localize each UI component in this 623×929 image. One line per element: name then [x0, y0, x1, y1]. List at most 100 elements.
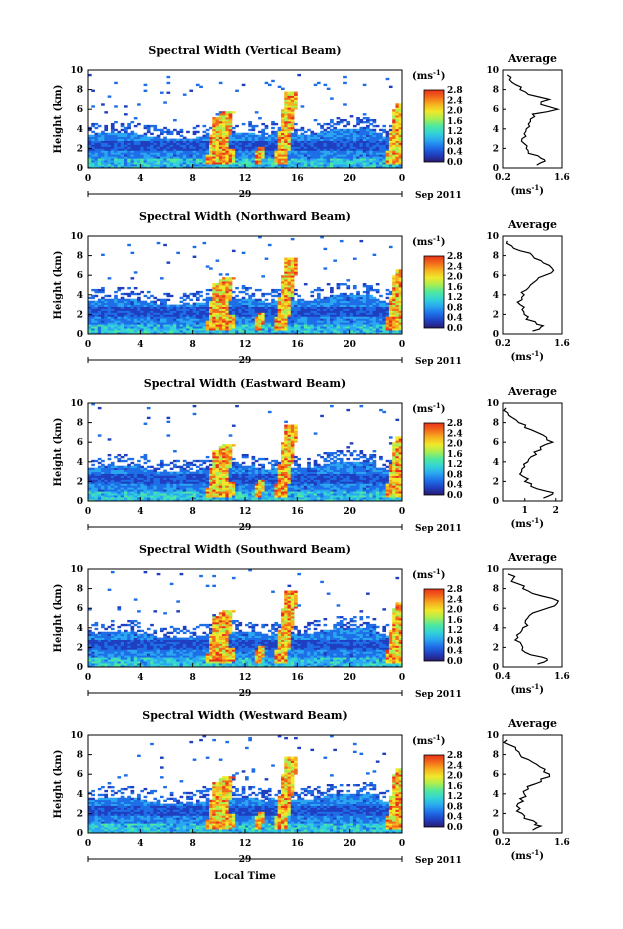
heatmap-cell — [320, 160, 324, 163]
heatmap-cell — [163, 463, 167, 467]
heatmap-cell — [146, 150, 151, 153]
heatmap-cell — [343, 283, 347, 286]
heatmap-cell — [313, 156, 318, 159]
heatmap-cell — [271, 150, 275, 153]
heatmap-cell — [205, 314, 210, 317]
heatmap-cell — [120, 138, 125, 141]
heatmap-cell — [277, 156, 282, 159]
heatmap-cell — [117, 286, 122, 290]
heatmap-cell — [153, 328, 158, 331]
heatmap-cell — [140, 306, 144, 309]
heatmap-cell — [245, 134, 249, 138]
heatmap-cell — [202, 160, 207, 163]
heatmap-cell — [189, 330, 194, 333]
heatmap-cell — [146, 148, 151, 151]
heatmap-cell — [199, 322, 203, 325]
heatmap-cell — [97, 164, 102, 167]
heatmap-cell — [245, 162, 249, 165]
heatmap-cell — [222, 113, 226, 116]
heatmap-cell — [369, 154, 373, 157]
heatmap-cell — [228, 119, 233, 122]
heatmap-cell — [284, 140, 288, 143]
heatmap-cell — [294, 95, 298, 98]
heatmap-cell — [212, 150, 216, 153]
heatmap-cell — [267, 146, 272, 149]
heatmap-cell — [202, 332, 207, 335]
heatmap-cell — [91, 134, 95, 138]
heatmap-cell — [290, 109, 295, 112]
heatmap-cell — [182, 304, 187, 307]
heatmap-cell — [140, 152, 144, 155]
heatmap-cell — [271, 156, 275, 159]
heatmap-cell — [346, 132, 351, 136]
heatmap-cell — [241, 132, 246, 136]
heatmap-cell — [173, 142, 177, 145]
heatmap-cell — [173, 316, 177, 319]
heatmap-cell — [349, 154, 354, 157]
heatmap-cell — [254, 156, 259, 159]
heatmap-cell — [258, 117, 262, 120]
heatmap-cell — [274, 140, 279, 143]
heatmap-cell — [202, 459, 207, 463]
heatmap-cell — [392, 150, 396, 153]
heatmap-cell — [150, 304, 154, 307]
heatmap-cell — [146, 308, 151, 311]
heatmap-cell — [333, 136, 337, 139]
heatmap-cell — [140, 148, 144, 151]
heatmap-cell — [264, 152, 269, 155]
x-tick-label: 8 — [190, 340, 196, 350]
heatmap-cell — [356, 164, 360, 167]
heatmap-cell — [117, 465, 122, 469]
heatmap-cell — [205, 148, 210, 151]
heatmap-cell — [107, 164, 112, 167]
heatmap-cell — [137, 138, 141, 141]
heatmap-cell — [159, 298, 164, 302]
heatmap-cell — [264, 132, 269, 136]
heatmap-cell — [362, 138, 367, 141]
heatmap-cell — [395, 158, 400, 161]
heatmap-cell — [212, 328, 216, 331]
heatmap-cell — [362, 164, 367, 167]
heatmap-cell — [333, 160, 337, 163]
heatmap-cell — [294, 97, 298, 100]
heatmap-cell — [231, 166, 236, 169]
heatmap-cell — [294, 103, 298, 106]
heatmap-cell — [251, 134, 256, 138]
heatmap-cell — [310, 160, 315, 163]
heatmap-cell — [349, 160, 354, 163]
heatmap-cell — [235, 154, 239, 157]
heatmap-cell — [261, 122, 266, 126]
heatmap-cell — [91, 330, 95, 333]
heatmap-cell — [114, 148, 118, 151]
heatmap-cell — [91, 467, 95, 471]
heatmap-cell — [326, 150, 331, 153]
heatmap-cell — [235, 164, 239, 167]
heatmap-cell — [333, 126, 337, 130]
heatmap-cell — [192, 320, 197, 323]
heatmap-cell — [182, 154, 187, 157]
heatmap-cell — [287, 150, 292, 153]
heatmap-cell — [137, 144, 141, 147]
heatmap-cell — [146, 130, 151, 134]
heatmap-cell — [349, 158, 354, 161]
heatmap-cell — [166, 132, 171, 136]
heatmap-cell — [189, 142, 194, 145]
heatmap-cell — [218, 148, 223, 151]
heatmap-cell — [215, 332, 220, 335]
heatmap-cell — [339, 152, 344, 155]
heatmap-cell — [362, 142, 367, 145]
heatmap-cell — [339, 292, 344, 296]
heatmap-cell — [104, 164, 109, 167]
heatmap-cell — [258, 134, 262, 138]
heatmap-cell — [212, 160, 216, 163]
heatmap-cell — [235, 294, 239, 298]
heatmap-cell — [173, 140, 177, 143]
heatmap-cell — [120, 465, 125, 469]
heatmap-cell — [192, 404, 197, 408]
heatmap-cell — [88, 154, 92, 157]
heatmap-cell — [143, 124, 148, 128]
heatmap-cell — [120, 146, 125, 149]
heatmap-cell — [372, 130, 377, 134]
heatmap-cell — [195, 144, 200, 147]
heatmap-cell — [189, 332, 194, 335]
